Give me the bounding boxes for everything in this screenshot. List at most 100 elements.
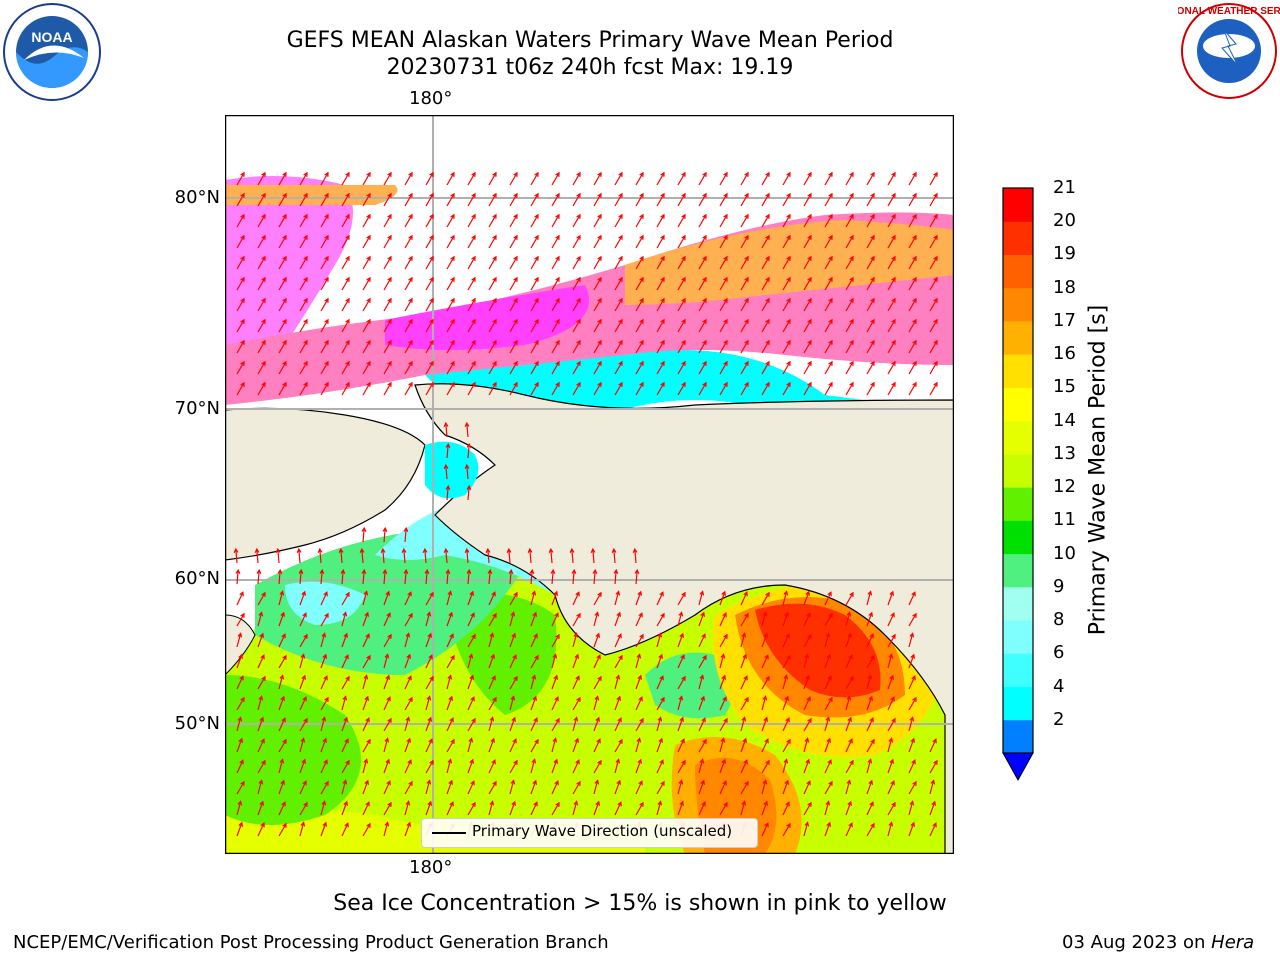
wave-direction-arrowhead: [660, 780, 665, 786]
wave-direction-arrow: [677, 214, 686, 228]
wave-direction-arrowhead: [933, 381, 938, 387]
wave-direction-arrowhead: [576, 276, 581, 282]
wave-direction-arrowhead: [891, 255, 896, 261]
wave-direction-arrowhead: [847, 632, 852, 638]
wave-direction-arrow: [698, 256, 707, 270]
wave-direction-arrow: [887, 256, 896, 270]
wave-direction-arrow: [257, 570, 260, 585]
wave-direction-arrowhead: [324, 234, 329, 240]
wave-direction-arrowhead: [324, 192, 329, 198]
wave-direction-arrow: [782, 759, 788, 774]
wave-direction-arrow: [257, 193, 266, 207]
wave-direction-arrow: [467, 361, 476, 375]
wave-direction-arrowhead: [723, 171, 728, 177]
wave-direction-arrowhead: [261, 276, 266, 282]
wave-direction-arrowhead: [741, 716, 747, 722]
wave-direction-arrowhead: [513, 381, 518, 387]
wave-direction-arrow: [446, 780, 453, 795]
wave-direction-arrowhead: [828, 213, 833, 219]
wave-direction-arrow: [908, 633, 914, 648]
wave-direction-arrow: [236, 738, 243, 753]
wave-direction-arrow: [572, 340, 581, 354]
wave-direction-arrowhead: [765, 360, 770, 366]
wave-direction-arrowhead: [261, 318, 266, 324]
wave-direction-arrow: [845, 256, 854, 270]
wave-direction-arrow: [656, 633, 662, 648]
wave-direction-arrowhead: [364, 695, 369, 701]
wave-direction-arrowhead: [723, 801, 728, 807]
wave-direction-arrowhead: [744, 213, 749, 219]
wave-direction-arrowhead: [700, 779, 705, 785]
wave-direction-arrowhead: [848, 654, 853, 660]
wave-direction-arrow: [257, 172, 266, 186]
wave-direction-arrowhead: [933, 255, 938, 261]
wave-direction-arrowhead: [429, 591, 434, 597]
wave-direction-arrowhead: [408, 360, 413, 366]
wave-direction-arrow: [593, 193, 602, 207]
wave-direction-arrow: [467, 613, 475, 627]
wave-direction-arrow: [278, 193, 287, 207]
wave-direction-arrowhead: [765, 171, 770, 177]
wave-direction-arrowhead: [468, 737, 474, 743]
wave-direction-arrowhead: [511, 632, 516, 638]
wave-direction-arrow: [362, 319, 371, 333]
wave-direction-arrow: [404, 697, 413, 711]
footer-machine: Hera: [1211, 932, 1255, 953]
wave-direction-arrow: [572, 781, 581, 795]
wave-direction-arrowhead: [282, 339, 287, 345]
wave-direction-arrowhead: [765, 297, 770, 303]
wave-direction-arrow: [866, 675, 872, 690]
wave-direction-arrowhead: [660, 297, 665, 303]
wave-direction-arrow: [467, 256, 476, 270]
wave-direction-arrowhead: [702, 360, 707, 366]
wave-direction-arrowhead: [408, 381, 413, 387]
lon-label-bottom: 180°: [409, 857, 453, 878]
wave-direction-arrow: [404, 382, 413, 396]
wave-direction-arrowhead: [592, 568, 598, 574]
wave-direction-arrow: [677, 760, 686, 774]
wave-direction-arrow: [634, 549, 637, 564]
wave-direction-arrow: [887, 822, 893, 837]
wave-direction-arrow: [740, 172, 749, 186]
wave-direction-arrowhead: [552, 653, 558, 659]
wave-direction-arrow: [446, 570, 449, 585]
wave-direction-arrowhead: [680, 738, 685, 744]
wave-direction-arrowhead: [303, 360, 308, 366]
wave-direction-arrowhead: [611, 547, 617, 553]
wave-direction-arrowhead: [240, 339, 245, 345]
wave-direction-arrowhead: [786, 738, 791, 744]
wave-direction-arrowhead: [555, 339, 560, 345]
wave-direction-arrowhead: [785, 801, 790, 807]
wave-direction-arrow: [445, 465, 448, 480]
wave-direction-arrow: [677, 298, 686, 312]
wave-direction-arrowhead: [408, 696, 413, 702]
wave-direction-arrowhead: [466, 442, 472, 448]
wave-direction-arrow: [761, 340, 770, 354]
wave-direction-arrow: [740, 738, 747, 753]
wave-direction-arrow: [677, 676, 686, 690]
wave-direction-arrow: [572, 654, 579, 669]
wave-direction-arrowhead: [240, 360, 245, 366]
wave-direction-arrow: [845, 633, 852, 648]
wave-direction-arrowhead: [849, 675, 854, 681]
wave-direction-arrowhead: [722, 612, 727, 618]
wave-direction-arrow: [824, 172, 833, 186]
wave-direction-arrowhead: [848, 738, 853, 744]
wave-direction-arrow: [698, 172, 707, 186]
wave-direction-arrowhead: [701, 633, 706, 639]
wave-direction-arrowhead: [657, 716, 663, 722]
wave-direction-arrow: [656, 801, 662, 816]
wave-direction-arrow: [929, 801, 936, 816]
wave-direction-arrow: [488, 172, 497, 186]
wave-direction-arrow: [824, 193, 833, 207]
wave-direction-arrowhead: [511, 800, 516, 806]
wave-direction-arrowhead: [470, 612, 475, 618]
wave-direction-arrowhead: [555, 318, 560, 324]
wave-direction-arrow: [341, 361, 350, 375]
wave-direction-arrowhead: [888, 653, 894, 659]
wave-direction-arrow: [866, 802, 874, 816]
wave-direction-arrowhead: [847, 716, 852, 722]
wave-direction-arrow: [425, 801, 432, 816]
wave-direction-arrowhead: [597, 213, 602, 219]
wave-direction-arrowhead: [491, 759, 496, 765]
